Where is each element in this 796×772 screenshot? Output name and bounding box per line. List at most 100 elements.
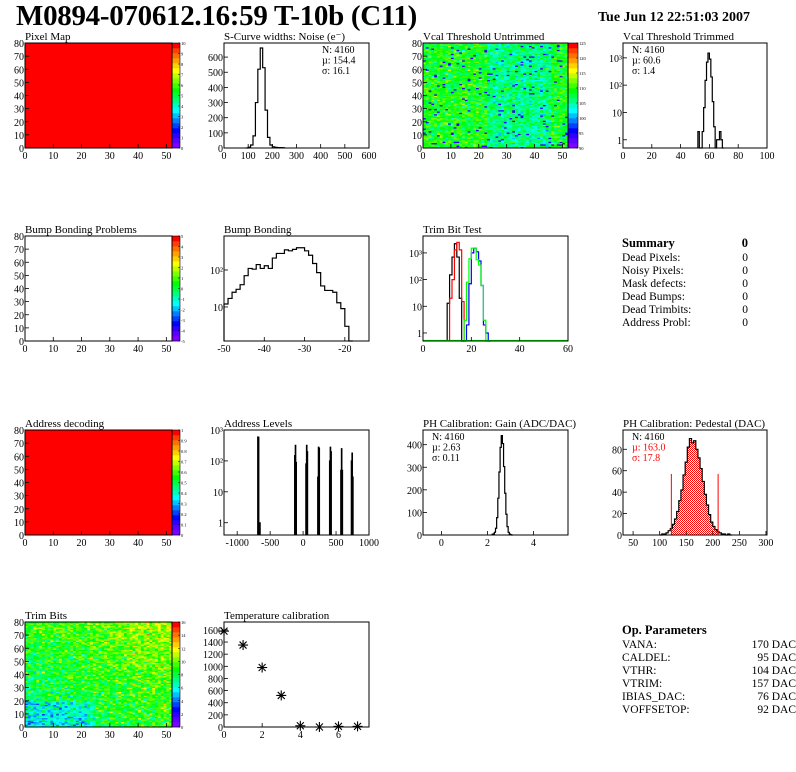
heatmap-cell bbox=[512, 77, 516, 79]
heatmap-cell bbox=[528, 115, 533, 117]
heatmap-cell bbox=[431, 142, 435, 145]
heatmap-cell bbox=[467, 113, 471, 116]
heatmap-cell bbox=[506, 83, 510, 86]
heatmap-cell bbox=[498, 116, 502, 119]
heatmap-cell bbox=[528, 62, 533, 65]
heatmap-cell bbox=[509, 49, 513, 52]
heatmap-cell bbox=[453, 106, 457, 108]
heatmap-cell bbox=[520, 103, 524, 105]
heatmap-cell bbox=[425, 95, 429, 98]
heatmap-cell bbox=[526, 85, 530, 87]
heatmap-cell bbox=[526, 134, 530, 137]
histogram-line bbox=[697, 52, 724, 149]
heatmap-cell bbox=[520, 70, 524, 73]
heatmap-cell bbox=[445, 119, 449, 121]
heatmap-cell bbox=[445, 87, 449, 90]
heatmap-cell bbox=[509, 44, 513, 46]
heatmap-cell bbox=[434, 58, 438, 61]
heatmap-cell bbox=[428, 43, 432, 45]
heatmap-cell bbox=[489, 116, 494, 119]
heatmap-cell bbox=[520, 127, 524, 129]
heatmap-cell bbox=[506, 104, 510, 107]
heatmap-cell bbox=[481, 130, 485, 133]
heatmap-cell bbox=[434, 71, 438, 74]
heatmap-cell bbox=[467, 102, 471, 104]
heatmap-cell bbox=[489, 133, 494, 136]
heatmap-cell bbox=[473, 103, 477, 105]
heatmap-cell bbox=[484, 78, 488, 81]
heatmap-cell bbox=[467, 109, 471, 112]
heatmap-cell bbox=[475, 140, 480, 142]
heatmap-cell bbox=[512, 87, 516, 90]
histogram-bar bbox=[306, 451, 309, 535]
heatmap-cell bbox=[431, 82, 435, 84]
heatmap-cell bbox=[495, 46, 499, 49]
heatmap-cell bbox=[526, 124, 530, 126]
y-tick-label: 300 bbox=[208, 99, 223, 110]
heatmap-cell bbox=[423, 62, 427, 65]
heatmap-cell bbox=[448, 71, 452, 74]
heatmap-cell bbox=[526, 137, 530, 140]
heatmap-cell bbox=[487, 79, 491, 82]
heatmap-cell bbox=[492, 125, 496, 128]
heatmap-cell bbox=[473, 132, 477, 134]
heatmap-cell bbox=[501, 98, 505, 100]
heatmap-cell bbox=[517, 113, 521, 116]
heatmap-cell bbox=[442, 52, 446, 54]
heatmap-cell bbox=[423, 141, 427, 144]
heatmap-cell bbox=[439, 86, 443, 88]
heatmap-cell bbox=[436, 115, 441, 117]
heatmap-cell bbox=[439, 119, 443, 121]
heatmap-cell bbox=[456, 49, 460, 52]
x-tick-label: 2 bbox=[485, 538, 490, 549]
heatmap-cell bbox=[453, 137, 457, 140]
heatmap-cell bbox=[478, 54, 482, 57]
heatmap-cell bbox=[484, 81, 488, 83]
heatmap-cell bbox=[509, 116, 513, 119]
heatmap-cell bbox=[450, 115, 454, 117]
heatmap-cell bbox=[501, 82, 505, 84]
heatmap-cell bbox=[423, 49, 427, 52]
heatmap-cell bbox=[448, 83, 452, 86]
heatmap-cell bbox=[489, 129, 494, 132]
heatmap-cell bbox=[495, 60, 499, 62]
heatmap-cell bbox=[473, 86, 477, 88]
heatmap-cell bbox=[495, 71, 499, 74]
heatmap-cell bbox=[489, 144, 494, 146]
heatmap-cell bbox=[470, 83, 474, 86]
heatmap-cell bbox=[470, 67, 474, 70]
heatmap-cell bbox=[487, 103, 491, 105]
heatmap-cell bbox=[442, 127, 446, 129]
heatmap-cell bbox=[464, 69, 468, 71]
heatmap-cell bbox=[509, 56, 513, 58]
heatmap-cell bbox=[501, 85, 505, 87]
heatmap-cell bbox=[495, 65, 499, 67]
heatmap-cell bbox=[523, 45, 527, 48]
heatmap-cell bbox=[489, 79, 494, 82]
heatmap-cell bbox=[434, 83, 438, 86]
heatmap-cell bbox=[478, 111, 482, 113]
heatmap-cell bbox=[501, 43, 505, 45]
heatmap-cell bbox=[431, 64, 435, 66]
heatmap-cell bbox=[484, 128, 488, 130]
fit-fill-bar bbox=[695, 449, 698, 535]
stats-entry: µ: 154.4 bbox=[322, 56, 356, 67]
heatmap-cell bbox=[467, 111, 471, 113]
heatmap-cell bbox=[434, 77, 438, 79]
heatmap-cell bbox=[453, 66, 457, 69]
heatmap-cell bbox=[523, 62, 527, 65]
palette-swatch bbox=[172, 236, 180, 242]
heatmap-cell bbox=[456, 77, 460, 79]
heatmap-cell bbox=[456, 104, 460, 107]
heatmap-cell bbox=[445, 70, 449, 73]
heatmap-cell bbox=[439, 62, 443, 65]
heatmap-cell bbox=[526, 60, 530, 62]
heatmap-cell bbox=[470, 58, 474, 61]
heatmap-cell bbox=[428, 106, 432, 108]
heatmap-cell bbox=[509, 58, 513, 61]
heatmap-cell bbox=[428, 61, 432, 63]
heatmap-cell bbox=[531, 71, 535, 74]
heatmap-cell bbox=[503, 54, 507, 57]
heatmap-cell bbox=[531, 142, 535, 145]
